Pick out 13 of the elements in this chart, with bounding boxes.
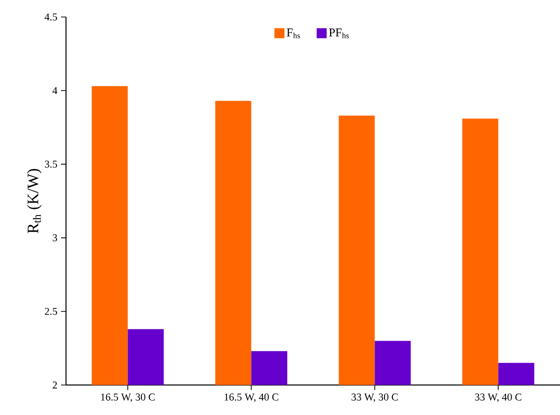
x-tick-label: 33 W, 30 C: [352, 394, 398, 402]
legend-label: PF$_{hs}$: [329, 28, 349, 38]
y-axis-title: R$_{th}$ (K/W): [27, 169, 42, 234]
x-tick-label: 33 W, 40 C: [475, 394, 522, 402]
y-tick-label: 4.5: [44, 13, 58, 21]
y-tick-label: 2.5: [44, 308, 58, 315]
legend-label: F$_{hs}$: [286, 28, 300, 38]
y-tick-label: 2: [52, 382, 57, 388]
y-tick-label: 3: [52, 234, 58, 242]
x-tick-label: 16.5 W, 30 C: [101, 394, 155, 402]
y-tick-label: 4: [52, 87, 58, 94]
x-tick-label: 16.5 W, 40 C: [224, 394, 278, 402]
y-tick-label: 3.5: [44, 160, 58, 168]
